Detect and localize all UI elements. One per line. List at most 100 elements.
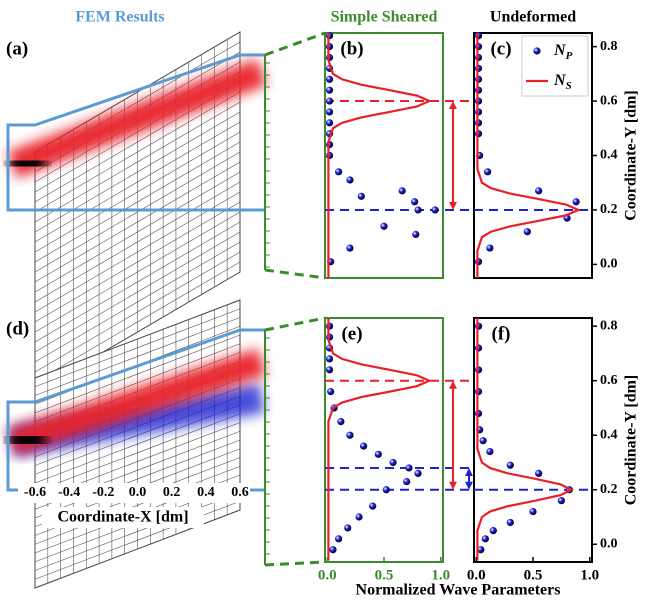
y-tick-label: 0.2 [600,482,618,497]
panel-title: Simple Sheared [331,9,438,26]
data-point [486,448,493,455]
y-tick-label: 0.6 [600,93,618,108]
x-tick-label: 0.0 [318,567,337,583]
arrow-head [449,202,457,210]
data-point [524,228,531,235]
data-point [335,168,342,175]
x-axis-label: Normalized Wave Parameters [356,582,561,599]
arrow-head [465,468,473,476]
panel-label: (d) [6,318,29,339]
data-point [326,87,333,94]
x-tick-label: 1.0 [580,567,599,583]
y-axis-label: Coordinate-Y [dm] [623,375,640,506]
data-point [326,141,333,148]
y-tick-label: 0.8 [600,318,618,333]
data-point [475,54,482,61]
data-point [355,513,362,520]
y-tick-label: 0.0 [600,257,618,272]
y-tick-label: 0.4 [600,148,618,163]
data-point [431,206,438,213]
data-point [475,410,482,417]
data-point [475,87,482,94]
y-tick-label: 0.8 [600,39,618,54]
data-point [482,535,489,542]
data-point [486,244,493,251]
data-point [475,65,482,72]
data-point [326,366,333,373]
y-tick-label: 0.4 [600,427,618,442]
data-point [535,187,542,194]
data-point [326,43,333,50]
panel-title: FEM Results [75,9,164,26]
figure: FEM Results(a)(d)-0.6-0.4-0.20.00.20.40.… [0,0,647,600]
panel-label: (a) [6,38,28,59]
y-axis-label: Coordinate-Y [dm] [623,90,640,221]
data-point [326,333,333,340]
data-point [337,418,344,425]
data-point [326,119,333,126]
data-point [326,152,333,159]
arrow-head [449,482,457,490]
plot-frame [325,33,443,278]
data-point [399,187,406,194]
x-tick-label: 0.2 [163,485,181,500]
data-point [326,76,333,83]
data-point [329,546,336,553]
panel-label: (f) [492,323,511,344]
arrow-head [449,101,457,109]
data-point [383,486,390,493]
wave-band [10,438,45,442]
zoom-connector [265,270,325,278]
data-point [475,97,482,104]
y-tick-label: 0.6 [600,373,618,388]
zoom-connector [265,562,325,565]
data-point [346,176,353,183]
data-point [475,323,482,330]
x-tick-label: 0.6 [231,485,249,500]
data-point [346,432,353,439]
data-point [412,231,419,238]
data-point [475,130,482,137]
data-point [411,198,418,205]
panel-label: (b) [340,38,363,59]
data-point [507,519,514,526]
data-point [326,54,333,61]
x-tick-label: -0.6 [24,485,46,500]
panel-title: Undeformed [490,9,576,26]
data-point [327,388,334,395]
arrow-head [449,381,457,389]
data-point [490,527,497,534]
data-point [405,464,412,471]
data-point [475,366,482,373]
x-tick-label: 0.4 [197,485,215,500]
data-point [475,32,482,39]
wave-band [10,162,45,165]
x-tick-label: -0.4 [58,485,80,500]
data-point [558,497,565,504]
legend-swatch [533,47,540,54]
data-point [507,462,514,469]
data-point [389,459,396,466]
data-point [475,119,482,126]
zoom-connector [265,33,325,55]
data-point [535,470,542,477]
data-point [326,32,333,39]
data-point [475,258,482,265]
data-point [344,524,351,531]
data-point [475,76,482,83]
data-point [326,323,333,330]
data-point [358,193,365,200]
data-point [414,206,421,213]
data-point [414,470,421,477]
x-tick-label: 0.0 [129,485,147,500]
data-point [573,198,580,205]
arrow-head [465,482,473,490]
data-point [475,43,482,50]
data-point [346,244,353,251]
plot-frame [474,318,592,562]
data-point [326,108,333,115]
x-axis-label: Coordinate-X [dm] [57,509,188,526]
data-point [479,437,486,444]
panel-label: (c) [490,38,511,59]
data-point [403,478,410,485]
